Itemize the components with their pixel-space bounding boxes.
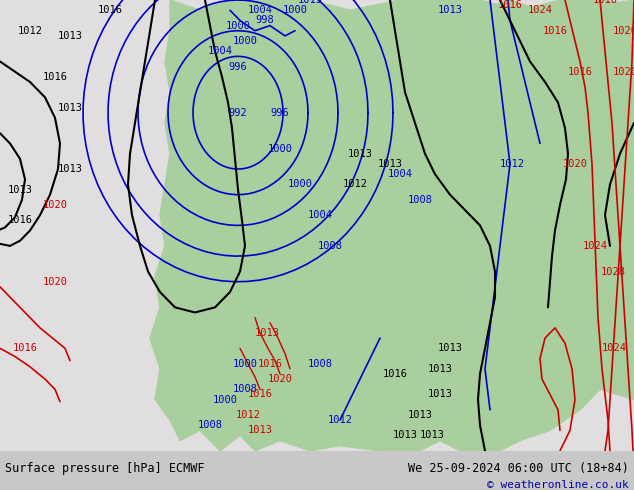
Text: 1008: 1008 xyxy=(408,195,432,205)
Text: 1013: 1013 xyxy=(58,102,82,113)
Text: 1016: 1016 xyxy=(42,72,67,82)
Text: 1013: 1013 xyxy=(8,185,32,195)
Text: 1016: 1016 xyxy=(543,26,567,36)
Text: 1004: 1004 xyxy=(207,46,233,56)
Text: 1020: 1020 xyxy=(612,26,634,36)
Polygon shape xyxy=(440,0,634,256)
Text: 1016: 1016 xyxy=(498,0,522,10)
Text: 1013: 1013 xyxy=(58,31,82,41)
Text: 1020: 1020 xyxy=(268,374,292,384)
Text: 1016: 1016 xyxy=(382,369,408,379)
Text: 1020: 1020 xyxy=(562,159,588,169)
Text: 1013: 1013 xyxy=(437,5,462,15)
Text: 1008: 1008 xyxy=(307,359,332,368)
Text: 1000: 1000 xyxy=(226,21,250,30)
Text: 1012: 1012 xyxy=(342,179,368,190)
Text: 1013: 1013 xyxy=(408,410,432,420)
Text: 1020: 1020 xyxy=(42,277,67,287)
Text: 1013: 1013 xyxy=(427,390,453,399)
Text: 1013: 1013 xyxy=(297,0,323,5)
Text: 1013: 1013 xyxy=(58,164,82,174)
Text: 1013: 1013 xyxy=(254,328,280,338)
Text: 1016: 1016 xyxy=(98,5,122,15)
Text: 996: 996 xyxy=(229,62,247,72)
Text: 1020: 1020 xyxy=(42,200,67,210)
Text: 1013: 1013 xyxy=(247,425,273,435)
Text: 996: 996 xyxy=(271,108,289,118)
Text: 1024: 1024 xyxy=(527,5,552,15)
Text: 992: 992 xyxy=(229,108,247,118)
Text: 1020: 1020 xyxy=(612,67,634,77)
Text: 1013: 1013 xyxy=(420,430,444,441)
Text: 1024: 1024 xyxy=(583,241,607,251)
Text: 1016: 1016 xyxy=(247,390,273,399)
Text: 1000: 1000 xyxy=(233,36,257,46)
Text: 1012: 1012 xyxy=(235,410,261,420)
Text: 1004: 1004 xyxy=(387,169,413,179)
Text: 1004: 1004 xyxy=(247,5,273,15)
Text: 1012: 1012 xyxy=(500,159,524,169)
Text: Surface pressure [hPa] ECMWF: Surface pressure [hPa] ECMWF xyxy=(5,462,205,475)
Text: 1016: 1016 xyxy=(593,0,618,5)
Polygon shape xyxy=(150,0,634,451)
Text: 1000: 1000 xyxy=(212,394,238,405)
Text: 1016: 1016 xyxy=(567,67,593,77)
Text: 1028: 1028 xyxy=(600,267,626,276)
Text: © weatheronline.co.uk: © weatheronline.co.uk xyxy=(488,480,629,490)
Text: 1004: 1004 xyxy=(307,210,332,220)
Text: 1013: 1013 xyxy=(427,364,453,374)
Text: 1013: 1013 xyxy=(347,148,373,159)
Text: 1000: 1000 xyxy=(268,144,292,153)
Text: 1008: 1008 xyxy=(318,241,342,251)
Text: 998: 998 xyxy=(256,16,275,25)
Text: 1016: 1016 xyxy=(8,215,32,225)
Text: 1008: 1008 xyxy=(233,384,257,394)
Text: 1000: 1000 xyxy=(283,5,307,15)
Text: 1016: 1016 xyxy=(13,343,37,353)
Text: 1008: 1008 xyxy=(198,420,223,430)
Text: 1013: 1013 xyxy=(437,343,462,353)
Text: 1012: 1012 xyxy=(328,415,353,425)
Text: 1013: 1013 xyxy=(377,159,403,169)
Text: 1000: 1000 xyxy=(233,359,257,368)
Text: 1000: 1000 xyxy=(287,179,313,190)
Text: 1024: 1024 xyxy=(602,343,626,353)
Text: We 25-09-2024 06:00 UTC (18+84): We 25-09-2024 06:00 UTC (18+84) xyxy=(408,462,629,475)
Text: 1013: 1013 xyxy=(392,430,418,441)
Text: 1016: 1016 xyxy=(257,359,283,368)
Text: 1012: 1012 xyxy=(18,26,42,36)
